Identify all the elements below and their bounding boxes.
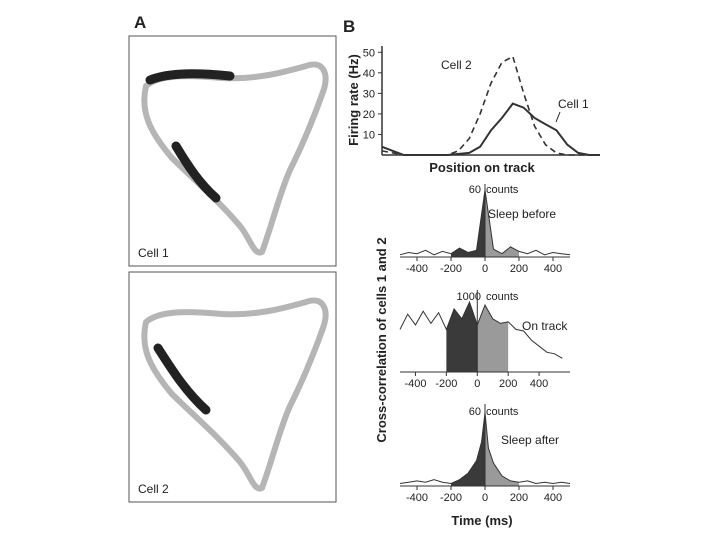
x-tick-label: -400 [406,263,428,275]
y-tick-label: 50 [363,47,375,59]
correlogram-sleep-after: Sleep after 60 counts -400 -200 0 200 400 [399,404,571,504]
firing-rate-chart: 10 20 30 40 50 Firing rate (Hz) Position on … [346,46,600,175]
map-cell-label: Cell 2 [138,482,169,496]
x-tick-label: -200 [435,378,457,390]
x-tick-label: 400 [530,378,548,390]
place-field-map-cell-2: Cell 2 [128,271,337,503]
scale-unit: counts [486,184,519,196]
track-outline [141,61,329,256]
shaded-area-positive-lag [477,305,509,372]
x-tick-label: 0 [482,492,488,504]
correlogram-sleep-before: Sleep before 60 counts -400 -200 0 200 400 [399,184,571,275]
scale-unit: counts [486,291,519,303]
cross-y-axis-label: Cross-correlation of cells 1 and 2 [374,237,389,442]
place-field-map-cell-1: Cell 1 [128,35,337,267]
x-tick-label: -200 [440,492,462,504]
annotation-cell-2: Cell 2 [441,58,472,72]
rate-lines [381,55,600,156]
x-tick-label: -400 [406,492,428,504]
scale-value: 60 [469,184,481,196]
track-outline [141,297,329,492]
map-frame [128,271,337,503]
series-line-cell-1 [381,102,600,156]
shaded-area-negative-lag [451,190,485,257]
cross-x-axis-label: Time (ms) [451,513,512,528]
x-tick-label: 200 [510,492,528,504]
shaded-area-negative-lag [451,412,485,486]
shaded-area-negative-lag [446,302,478,372]
scale-value: 1000 [457,291,481,303]
panel-a-label: A [134,13,146,32]
place-field [153,343,211,415]
correlogram-on-track: On track 1000 counts -400 -200 0 200 400 [399,290,570,390]
cross-correlation-charts: Sleep before 60 counts -400 -200 0 200 400 O… [374,184,571,528]
correlogram-title: On track [522,319,568,333]
panel-b-label: B [343,17,355,36]
x-tick-label: 200 [510,263,528,275]
annotation-pointer [555,111,561,123]
rate-x-axis-label: Position on track [429,160,535,175]
map-frame [128,35,337,267]
shaded-area-positive-lag [485,190,519,257]
shaded-area-positive-lag [485,412,519,486]
x-tick-label: 200 [499,378,517,390]
x-tick-label: 0 [474,378,480,390]
y-tick-label: 30 [363,88,375,100]
annotation-cell-1: Cell 1 [558,97,589,111]
y-ticks: 10 20 30 40 50 [363,47,382,141]
x-tick-label: 0 [482,263,488,275]
correlogram-title: Sleep after [501,433,559,447]
rate-y-axis-label: Firing rate (Hz) [346,54,361,146]
y-tick-label: 40 [363,68,375,80]
y-tick-label: 10 [363,129,375,141]
scale-value: 60 [469,406,481,418]
correlogram-line [399,300,563,359]
scale-unit: counts [486,406,519,418]
correlogram-title: Sleep before [488,207,556,221]
y-tick-label: 20 [363,109,375,121]
x-tick-label: -200 [440,263,462,275]
x-tick-label: 400 [544,492,562,504]
x-tick-label: 400 [544,263,562,275]
map-cell-label: Cell 1 [138,246,169,260]
x-tick-label: -400 [404,378,426,390]
place-field [145,69,235,203]
